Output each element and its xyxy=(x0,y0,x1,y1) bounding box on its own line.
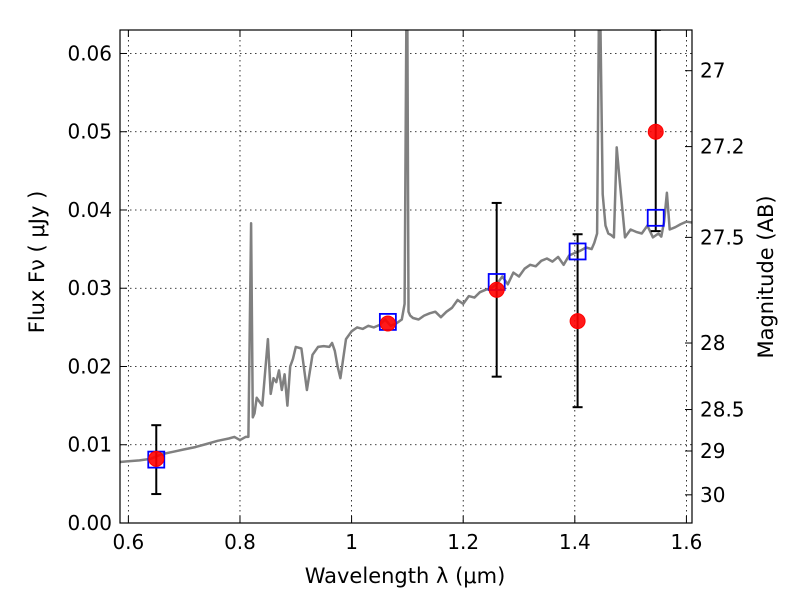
observed-photometry-point xyxy=(647,123,664,140)
y2-tick-label: 27.2 xyxy=(700,135,745,159)
spectrum-line xyxy=(120,30,692,464)
y2-tick-label: 28.5 xyxy=(700,398,745,422)
y-tick-label: 0.00 xyxy=(67,511,112,535)
x-tick-label: 0.6 xyxy=(112,530,144,554)
y-tick-label: 0.02 xyxy=(67,354,112,378)
x-tick-label: 1.2 xyxy=(447,530,479,554)
y-tick-label: 0.06 xyxy=(67,41,112,65)
y-tick-label: 0.01 xyxy=(67,433,112,457)
x-axis-title: Wavelength λ (μm) xyxy=(305,564,506,588)
plot-frame xyxy=(119,29,693,524)
model-photometry-square xyxy=(646,208,665,227)
observed-photometry-point xyxy=(148,450,165,467)
x-tick-label: 0.8 xyxy=(224,530,256,554)
y-tick-label: 0.04 xyxy=(67,198,112,222)
y2-tick-label: 29 xyxy=(700,439,725,463)
marker-layer xyxy=(147,123,665,469)
y2-tick-label: 30 xyxy=(700,483,725,507)
x-tick-label: 1.4 xyxy=(559,530,591,554)
y2-tick-label: 27 xyxy=(700,59,725,83)
y-tick-label: 0.05 xyxy=(67,120,112,144)
observed-photometry-point xyxy=(379,315,396,332)
spectrum-layer xyxy=(120,30,692,464)
y-tick-label: 0.03 xyxy=(67,276,112,300)
y2-tick-label: 27.5 xyxy=(700,225,745,249)
y2-tick-label: 28 xyxy=(700,331,725,355)
y2-axis-title: Magnitude (AB) xyxy=(754,195,778,358)
model-photometry-square xyxy=(568,242,587,261)
y-axis-title: Flux Fν ( μJy ) xyxy=(25,191,49,334)
observed-photometry-point xyxy=(569,313,586,330)
axis-ticks: 0.6 0.8 1 1.2 1.4 1.6 0.00 0.01 0.02 0.03 0.04 0.05… xyxy=(67,30,745,554)
x-tick-label: 1 xyxy=(345,530,358,554)
observed-photometry-point xyxy=(488,281,505,298)
x-tick-label: 1.6 xyxy=(671,530,703,554)
